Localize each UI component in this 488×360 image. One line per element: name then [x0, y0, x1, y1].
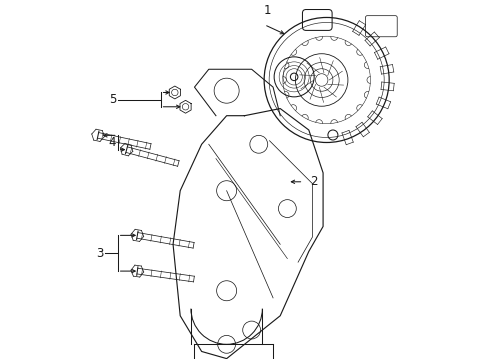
Text: 2: 2	[310, 175, 317, 188]
Text: 1: 1	[264, 4, 271, 17]
Text: 5: 5	[108, 93, 116, 106]
Text: 3: 3	[96, 247, 103, 260]
Text: 4: 4	[108, 136, 116, 149]
